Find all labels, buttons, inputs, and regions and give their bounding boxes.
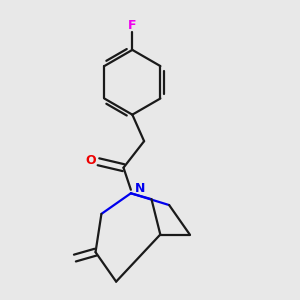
Text: N: N [134,182,145,195]
Text: F: F [128,19,136,32]
Text: O: O [86,154,96,167]
